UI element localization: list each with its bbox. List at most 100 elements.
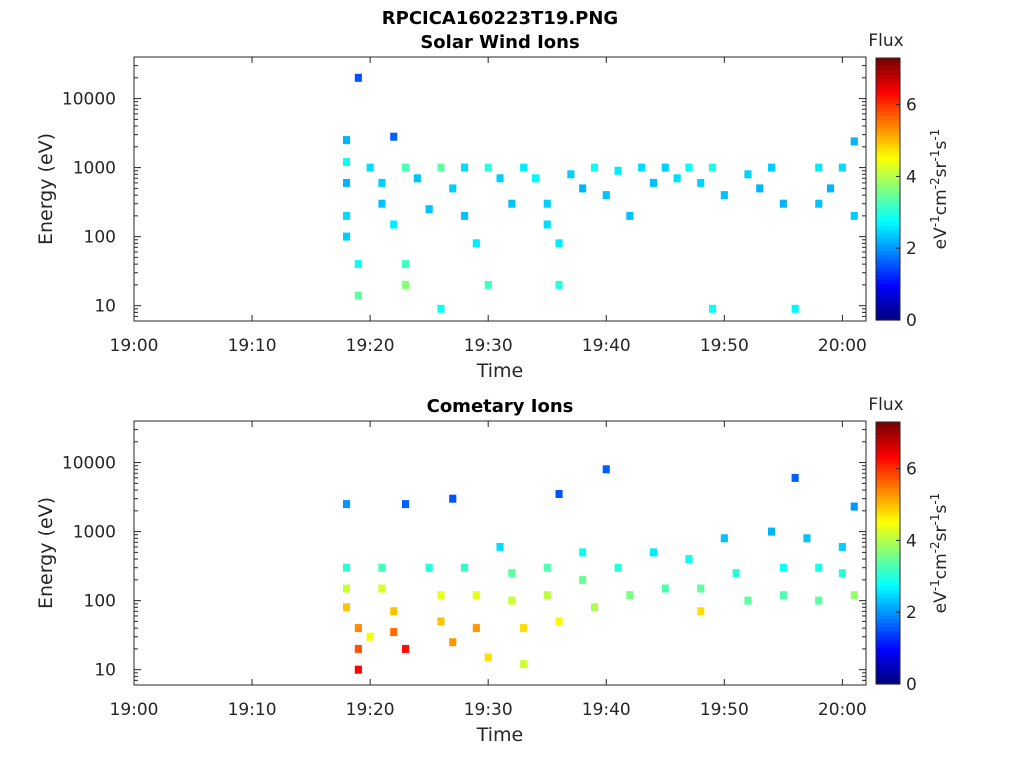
data-cell: [425, 205, 433, 214]
data-cell: [461, 163, 469, 172]
data-cell: [449, 494, 457, 503]
colorbar-segment: [876, 193, 900, 198]
data-cell: [744, 170, 752, 179]
data-cell: [614, 166, 622, 175]
colorbar-segment: [876, 66, 900, 71]
data-cell: [508, 199, 516, 208]
data-cell: [343, 584, 351, 593]
data-cell: [779, 199, 787, 208]
colorbar-unit-label: eV-1cm-2sr-1s-1: [928, 129, 951, 250]
x-tick-label: 19:50: [700, 700, 749, 720]
colorbar-segment: [876, 512, 900, 517]
colorbar-segment: [876, 614, 900, 620]
x-tick-label: 20:00: [818, 336, 867, 356]
colorbar-segment: [876, 487, 900, 493]
data-cell: [390, 628, 398, 637]
data-cell: [472, 624, 480, 633]
data-cell: [815, 563, 823, 572]
colorbar-segment: [876, 197, 900, 202]
colorbar-segment: [876, 111, 900, 116]
colorbar-segment: [876, 234, 900, 239]
colorbar-tick-label: 6: [906, 460, 917, 480]
colorbar-segment: [876, 58, 900, 63]
panel-1: Solar Wind Ions 19:00 19:10 19:20 19:30 19:40…: [35, 31, 951, 382]
colorbar-segment: [876, 659, 900, 665]
colorbar-segment: [876, 442, 900, 448]
colorbar-segment: [876, 462, 900, 468]
data-cell: [744, 596, 752, 605]
data-cell: [402, 280, 410, 289]
data-cell: [649, 548, 657, 557]
data-cell: [803, 534, 811, 543]
data-cell: [354, 624, 362, 633]
colorbar-tick-label: 0: [906, 311, 917, 331]
colorbar-segment: [876, 246, 900, 251]
colorbar-segment: [876, 127, 900, 133]
colorbar-segment: [876, 217, 900, 223]
colorbar-segment: [876, 651, 900, 656]
colorbar-segment: [876, 679, 900, 685]
x-tick-label: 19:50: [700, 336, 749, 356]
colorbar-segment: [876, 205, 900, 211]
colorbar-segment: [876, 499, 900, 505]
colorbar-segment: [876, 103, 900, 108]
colorbar-segment: [876, 131, 900, 137]
data-cell: [543, 591, 551, 600]
data-cell: [850, 211, 858, 220]
x-tick-label: 19:00: [110, 336, 159, 356]
data-cell: [531, 174, 539, 183]
data-cell: [484, 653, 492, 662]
colorbar-segment: [876, 426, 900, 431]
colorbar-segment: [876, 201, 900, 206]
data-cell: [390, 132, 398, 141]
colorbar-segment: [876, 172, 900, 178]
colorbar-segment: [876, 520, 900, 525]
y-tick-label: 10000: [62, 454, 116, 474]
x-tick-label: 19:10: [228, 700, 277, 720]
colorbar-segment: [876, 610, 900, 615]
colorbar-segment: [876, 311, 900, 317]
data-cell: [838, 163, 846, 172]
x-tick-label: 19:20: [346, 700, 395, 720]
data-cell: [579, 575, 587, 584]
colorbar-segment: [876, 630, 900, 636]
colorbar-segment: [876, 548, 900, 554]
colorbar-tick-label: 0: [906, 675, 917, 695]
colorbar-segment: [876, 250, 900, 256]
plot-area: [133, 56, 867, 322]
data-cell: [437, 591, 445, 600]
data-cell: [791, 473, 799, 482]
data-cell: [838, 542, 846, 551]
data-cell: [815, 199, 823, 208]
data-cell: [779, 563, 787, 572]
colorbar-segment: [876, 581, 900, 587]
colorbar-segment: [876, 647, 900, 652]
colorbar-segment: [876, 495, 900, 501]
x-tick-label: 20:00: [818, 700, 867, 720]
colorbar-segment: [876, 467, 900, 472]
colorbar-segment: [876, 184, 900, 190]
colorbar-tick-label: 2: [906, 239, 917, 259]
colorbar-segment: [876, 434, 900, 439]
data-cell: [437, 617, 445, 626]
data-cell: [402, 260, 410, 269]
colorbar-segment: [876, 115, 900, 120]
x-tick-label: 19:40: [582, 700, 631, 720]
colorbar-tick-label: 4: [906, 167, 917, 187]
data-cell: [449, 638, 457, 647]
data-cell: [543, 563, 551, 572]
y-tick-label: 10000: [62, 90, 116, 110]
colorbar-segment: [876, 675, 900, 681]
data-cell: [366, 163, 374, 172]
colorbar-segment: [876, 589, 900, 595]
colorbar-segment: [876, 123, 900, 129]
data-cell: [378, 563, 386, 572]
colorbar-segment: [876, 618, 900, 624]
colorbar-segment: [876, 577, 900, 583]
data-cell: [508, 569, 516, 578]
data-cell: [567, 170, 575, 179]
data-cell: [768, 527, 776, 536]
data-cell: [343, 211, 351, 220]
data-cell: [449, 184, 457, 193]
colorbar-segment: [876, 643, 900, 648]
